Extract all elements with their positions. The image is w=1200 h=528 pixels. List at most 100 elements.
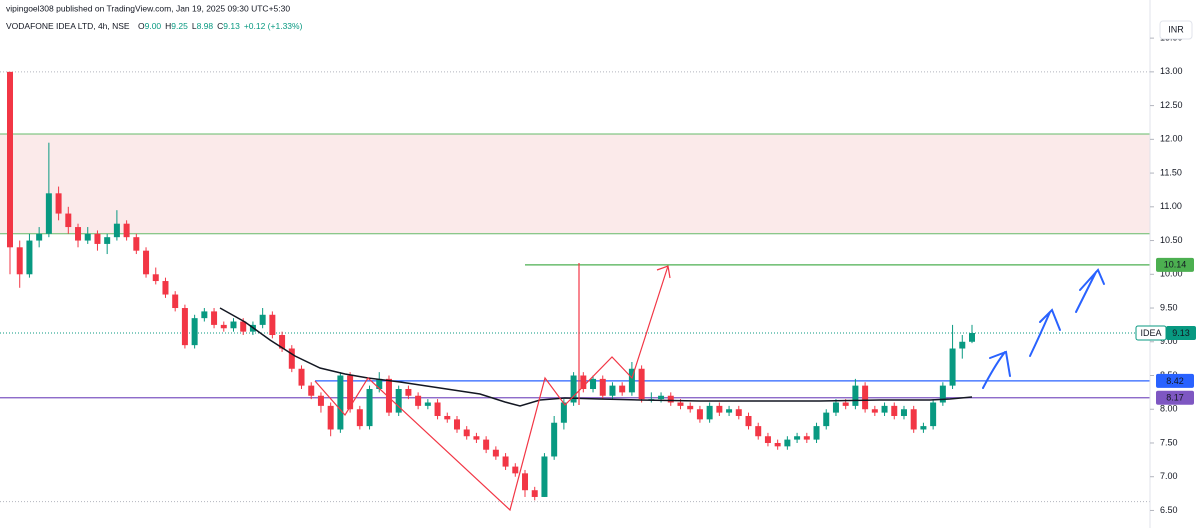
symbol-title: VODAFONE IDEA LTD, 4h, NSE bbox=[6, 21, 130, 31]
candle-body bbox=[463, 429, 470, 437]
candle-body bbox=[930, 402, 937, 427]
candle-body bbox=[36, 233, 43, 241]
candle-body bbox=[16, 247, 23, 275]
candles-layer bbox=[7, 71, 975, 501]
candle-body bbox=[696, 409, 703, 420]
candle-body bbox=[745, 415, 752, 427]
y-tick-label: 9.50 bbox=[1160, 302, 1178, 312]
ohlc-key: H bbox=[165, 21, 171, 31]
supply-zone bbox=[0, 133, 1150, 234]
y-tick-label: 10.00 bbox=[1160, 269, 1183, 279]
candle-body bbox=[900, 409, 907, 416]
publisher-note: vipingoel308 published on TradingView.co… bbox=[6, 3, 290, 13]
y-tick-label: 11.50 bbox=[1160, 167, 1182, 177]
candle-body bbox=[735, 409, 742, 416]
candle-body bbox=[366, 388, 373, 427]
candle-body bbox=[65, 213, 72, 228]
candle-body bbox=[240, 321, 247, 332]
change: +0.12 (+1.33%) bbox=[244, 21, 303, 31]
candle-body bbox=[259, 314, 266, 325]
labels-layer: 6.507.007.508.008.509.009.5010.0010.5011… bbox=[1135, 32, 1196, 515]
y-tick-label: 12.00 bbox=[1160, 134, 1183, 144]
candle-body bbox=[317, 395, 324, 406]
candle-body bbox=[599, 378, 606, 396]
y-tick-label: 9.00 bbox=[1160, 336, 1178, 346]
candle-body bbox=[803, 436, 810, 440]
candle-body bbox=[842, 402, 849, 406]
candle-body bbox=[337, 375, 344, 430]
candle-body bbox=[269, 314, 276, 336]
candle-body bbox=[113, 223, 120, 238]
candle-body bbox=[823, 412, 830, 427]
candle-body bbox=[609, 385, 616, 396]
blue-arrows-drawing bbox=[982, 268, 1105, 389]
candle-body bbox=[784, 439, 791, 447]
candle-body bbox=[104, 237, 111, 244]
candle-body bbox=[405, 388, 412, 396]
candle-body bbox=[687, 405, 694, 410]
candle-body bbox=[726, 409, 733, 413]
candle-body bbox=[7, 71, 13, 248]
price-badge-label: 8.42 bbox=[1166, 376, 1184, 386]
candle-body bbox=[764, 436, 771, 443]
candle-body bbox=[26, 240, 33, 275]
y-tick-label: 12.50 bbox=[1160, 100, 1183, 110]
candle-body bbox=[424, 402, 431, 406]
candle-body bbox=[279, 335, 286, 349]
candle-body bbox=[444, 415, 451, 420]
last-price-badge bbox=[1166, 325, 1196, 340]
candle-body bbox=[347, 375, 354, 410]
candle-body bbox=[658, 395, 665, 400]
candle-body bbox=[939, 385, 946, 403]
ohlc-key: O bbox=[138, 21, 145, 31]
candle-body bbox=[638, 368, 645, 400]
candle-body bbox=[580, 375, 587, 389]
candle-body bbox=[667, 395, 674, 403]
candle-body bbox=[492, 449, 499, 457]
blue-arrow bbox=[1029, 308, 1061, 357]
red-arrow-head bbox=[656, 265, 671, 279]
candle-body bbox=[619, 385, 626, 393]
candle-body bbox=[570, 375, 577, 403]
candle-body bbox=[415, 395, 422, 406]
candle-body bbox=[832, 402, 839, 413]
candle-body bbox=[949, 348, 956, 386]
candle-body bbox=[677, 402, 684, 406]
candle-body bbox=[308, 385, 315, 396]
candle-body bbox=[910, 409, 917, 430]
y-tick-label: 7.00 bbox=[1160, 471, 1178, 481]
candle-body bbox=[152, 274, 159, 282]
candle-body bbox=[483, 439, 490, 450]
candle-body bbox=[794, 436, 801, 440]
candle-body bbox=[871, 409, 878, 413]
price-badge-label: 10.14 bbox=[1164, 260, 1187, 270]
blue-arrow bbox=[1075, 268, 1105, 313]
candle-body bbox=[774, 442, 781, 447]
candle-body bbox=[628, 368, 635, 393]
candle-body bbox=[891, 405, 898, 416]
y-tick-label: 6.50 bbox=[1160, 505, 1178, 515]
ohlc-value: 9.13 bbox=[223, 21, 240, 31]
candle-body bbox=[162, 281, 169, 295]
candle-body bbox=[813, 426, 820, 440]
candle-body bbox=[512, 466, 519, 474]
candle-body bbox=[755, 426, 762, 437]
candle-body bbox=[75, 227, 82, 241]
candle-body bbox=[376, 378, 383, 389]
candle-body bbox=[531, 490, 538, 497]
candle-body bbox=[288, 348, 295, 369]
candle-body bbox=[502, 456, 509, 467]
last-price-label: 9.13 bbox=[1172, 328, 1190, 338]
candle-body bbox=[191, 318, 198, 346]
candle-body bbox=[201, 311, 208, 319]
candle-body bbox=[590, 378, 597, 389]
ohlc-value: 9.00 bbox=[145, 21, 162, 31]
ohlc-key: C bbox=[217, 21, 223, 31]
candle-body bbox=[133, 237, 140, 251]
candle-body bbox=[920, 426, 927, 430]
candle-body bbox=[55, 193, 62, 214]
ohlc-key: L bbox=[192, 21, 197, 31]
candle-body bbox=[522, 473, 529, 491]
candle-body bbox=[852, 385, 859, 406]
